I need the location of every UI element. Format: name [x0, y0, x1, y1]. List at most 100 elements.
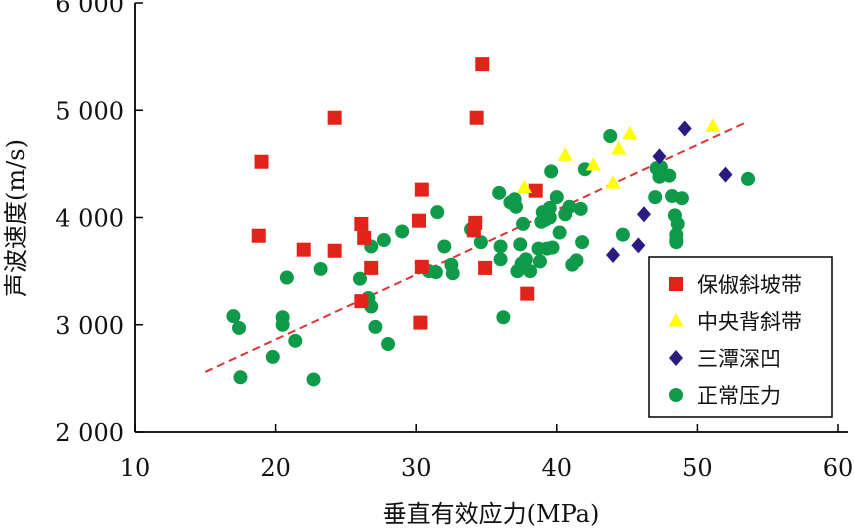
data-point-circle	[577, 162, 592, 177]
data-point-square	[528, 183, 543, 198]
data-point-diamond	[631, 237, 646, 254]
data-point-circle	[473, 235, 488, 250]
x-tick-label: 60	[823, 454, 854, 482]
x-tick-label: 30	[401, 454, 432, 482]
data-point-circle	[549, 190, 564, 205]
data-point-circle	[352, 271, 367, 286]
legend-marker-square	[669, 277, 683, 291]
data-point-square	[412, 213, 427, 228]
data-point-circle	[381, 337, 396, 352]
data-point-triangle	[605, 175, 621, 189]
data-point-circle	[509, 199, 524, 214]
data-point-diamond	[606, 247, 621, 264]
data-point-circle	[437, 239, 452, 254]
data-point-circle	[279, 270, 294, 285]
legend-label: 正常压力	[697, 384, 781, 408]
data-point-circle	[569, 253, 584, 268]
x-tick-label: 10	[120, 454, 151, 482]
x-tick-label: 40	[542, 454, 573, 482]
data-point-circle	[428, 265, 443, 280]
data-point-circle	[648, 190, 663, 205]
data-point-circle	[573, 201, 588, 216]
data-points	[226, 57, 756, 387]
data-point-circle	[233, 370, 248, 385]
data-point-square	[354, 216, 369, 231]
data-point-triangle	[516, 179, 532, 193]
data-point-circle	[275, 317, 290, 332]
data-point-square	[478, 260, 493, 275]
data-point-circle	[493, 239, 508, 254]
data-point-circle	[368, 319, 383, 334]
data-point-circle	[575, 235, 590, 250]
x-axis-title: 垂直有效应力(MPa)	[383, 500, 600, 528]
data-point-square	[357, 230, 372, 245]
data-point-square	[296, 242, 311, 257]
data-point-triangle	[705, 118, 721, 132]
data-point-triangle	[557, 147, 573, 161]
data-point-square	[414, 182, 429, 197]
data-point-square	[468, 215, 483, 230]
data-point-circle	[516, 216, 531, 231]
data-point-triangle	[585, 156, 601, 171]
data-point-circle	[532, 254, 547, 269]
data-point-circle	[493, 252, 508, 267]
data-point-square	[251, 228, 266, 243]
data-point-square	[520, 286, 535, 301]
data-point-diamond	[677, 120, 692, 137]
data-point-square	[327, 243, 342, 258]
data-point-circle	[674, 191, 689, 206]
data-point-circle	[313, 261, 328, 276]
axis-ticks: 10 20 30 40 50 60 2 000 3 000 4 000 5 000 6 000	[55, 0, 853, 482]
data-point-square	[354, 294, 369, 309]
data-point-circle	[288, 333, 303, 348]
x-tick-label: 50	[682, 454, 713, 482]
data-point-triangle	[622, 125, 638, 140]
y-tick-label: 4 000	[55, 205, 124, 233]
y-axis-title: 声波速度(m/s)	[2, 139, 30, 297]
data-point-circle	[670, 216, 685, 231]
data-point-circle	[603, 128, 618, 143]
data-point-circle	[445, 266, 460, 281]
data-point-square	[414, 259, 429, 274]
data-point-circle	[741, 171, 756, 186]
y-tick-label: 3 000	[55, 312, 124, 340]
data-point-square	[475, 57, 490, 72]
data-point-circle	[544, 164, 559, 179]
legend-label: 中央背斜带	[697, 310, 802, 334]
legend-marker-triangle	[668, 313, 684, 327]
data-point-circle	[653, 160, 668, 175]
data-point-circle	[395, 224, 410, 239]
data-point-circle	[545, 240, 560, 255]
legend-label: 保俶斜坡带	[697, 273, 802, 297]
data-point-circle	[552, 225, 567, 240]
data-point-square	[327, 110, 342, 125]
data-point-circle	[615, 227, 630, 242]
legend-label: 三潭深凹	[697, 347, 781, 371]
data-point-circle	[542, 200, 557, 215]
data-point-circle	[232, 320, 247, 335]
data-point-circle	[306, 372, 321, 387]
legend-marker-diamond	[669, 350, 683, 366]
x-tick-label: 20	[260, 454, 291, 482]
data-point-circle	[496, 310, 511, 325]
data-point-diamond	[718, 166, 733, 183]
legend-marker-circle	[669, 388, 683, 402]
data-point-circle	[523, 264, 538, 279]
y-tick-label: 6 000	[55, 0, 124, 18]
data-point-diamond	[652, 148, 667, 165]
data-point-circle	[226, 309, 241, 324]
data-point-circle	[669, 227, 684, 242]
data-point-circle	[430, 205, 445, 220]
data-point-square	[413, 315, 428, 330]
data-point-circle	[518, 252, 533, 267]
y-tick-label: 2 000	[55, 419, 124, 447]
data-point-diamond	[636, 206, 651, 223]
data-point-circle	[562, 199, 577, 214]
data-point-circle	[513, 237, 528, 252]
data-point-square	[469, 110, 484, 125]
data-point-square	[364, 260, 379, 275]
data-point-circle	[662, 168, 677, 183]
data-point-circle	[492, 185, 507, 200]
